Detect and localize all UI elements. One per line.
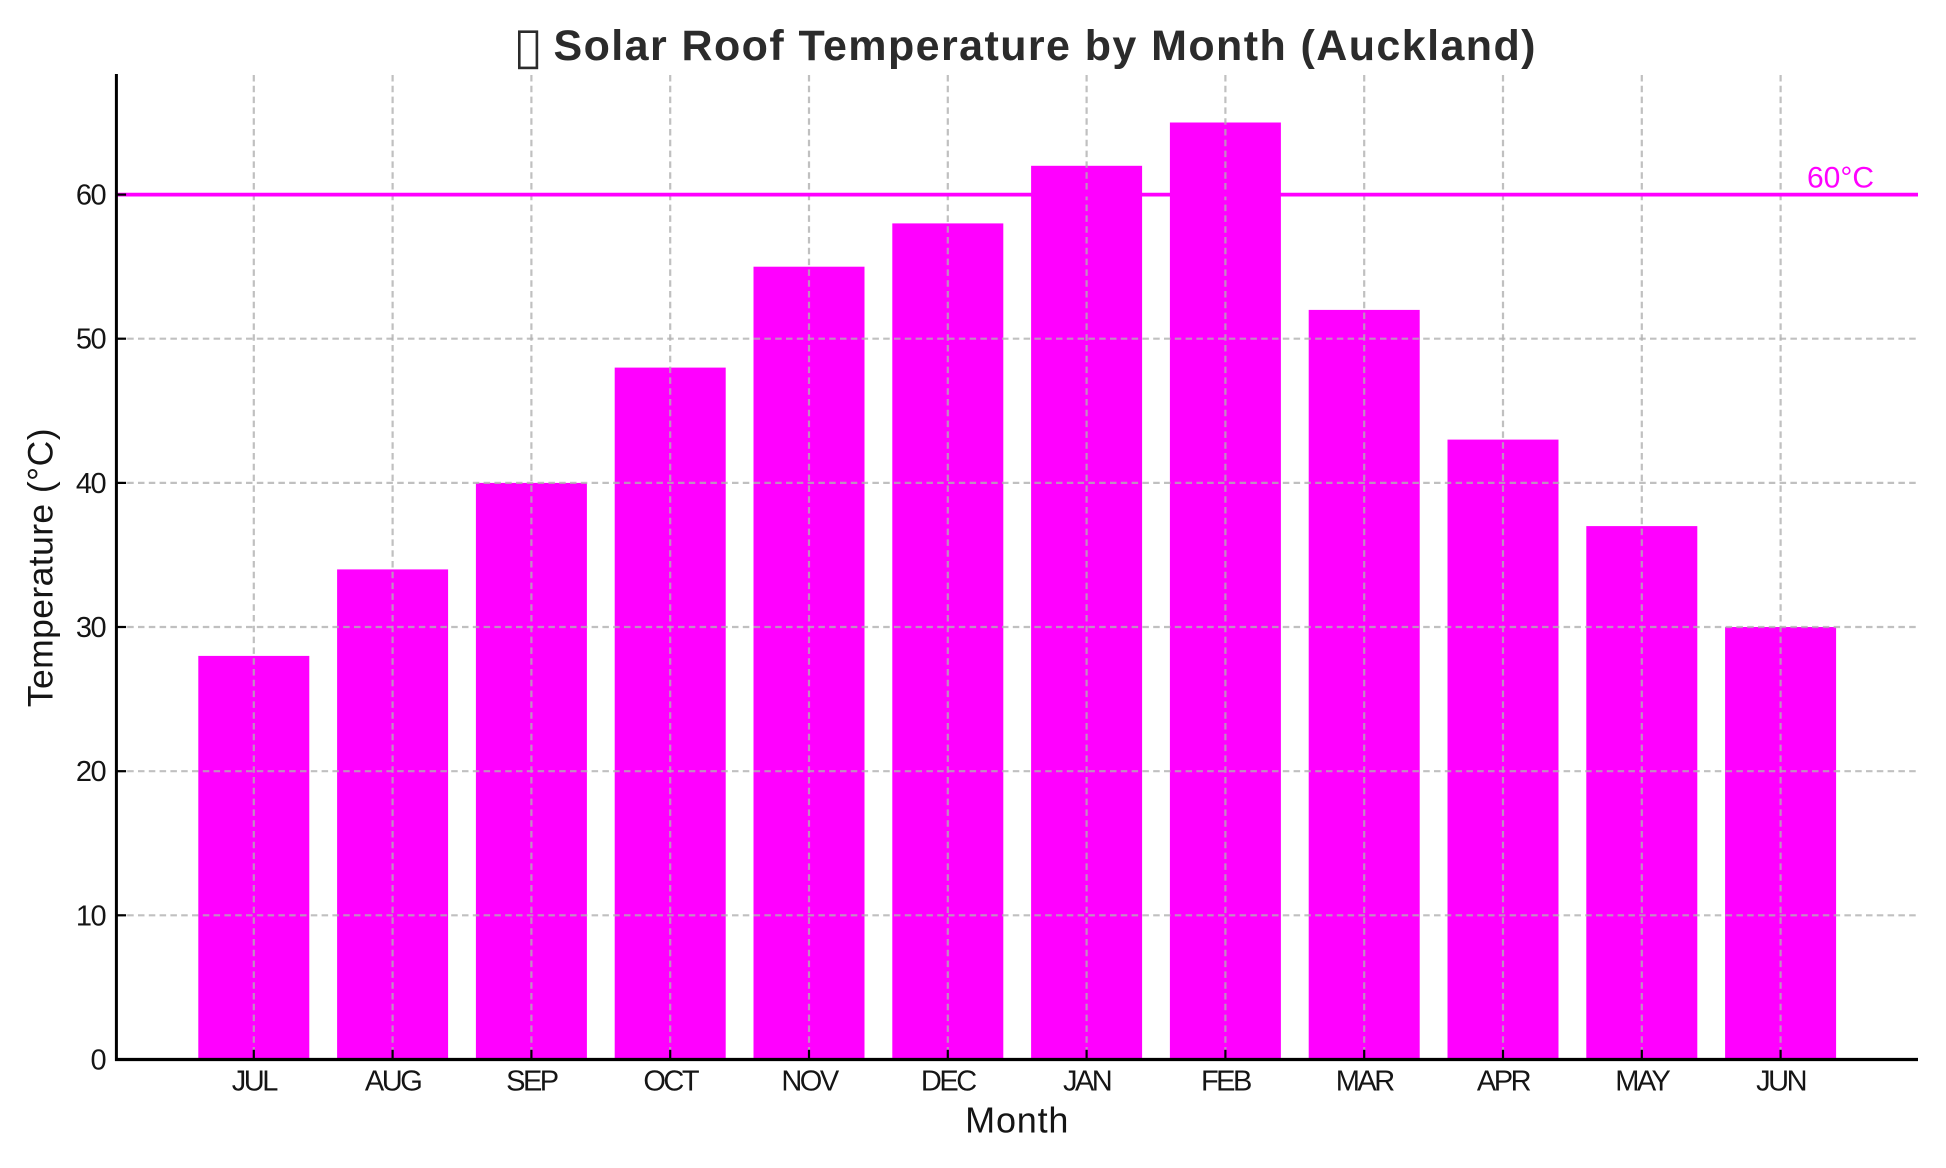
svg-text:Month: Month — [965, 1099, 1069, 1140]
svg-text:0: 0 — [91, 1045, 106, 1077]
svg-text:50: 50 — [76, 324, 106, 356]
svg-text:FEB: FEB — [1201, 1065, 1251, 1097]
svg-text:10: 10 — [76, 900, 106, 932]
svg-text:40: 40 — [76, 468, 106, 500]
svg-text:20: 20 — [76, 756, 106, 788]
svg-text:AUG: AUG — [365, 1065, 421, 1097]
svg-text:MAY: MAY — [1615, 1065, 1670, 1097]
svg-text:60: 60 — [76, 180, 106, 212]
svg-text:SEP: SEP — [506, 1065, 558, 1097]
svg-text:OCT: OCT — [643, 1065, 700, 1097]
svg-text:30: 30 — [76, 612, 106, 644]
svg-text:MAR: MAR — [1336, 1065, 1395, 1097]
svg-text:60°C: 60°C — [1807, 162, 1874, 195]
svg-text:JUL: JUL — [232, 1065, 278, 1097]
svg-text:Solar Roof Temperature by Mont: Solar Roof Temperature by Month (Aucklan… — [554, 22, 1537, 70]
svg-text:Temperature (°C): Temperature (°C) — [21, 428, 61, 707]
svg-text:JUN: JUN — [1756, 1065, 1805, 1097]
svg-text:DEC: DEC — [921, 1065, 976, 1097]
svg-text:APR: APR — [1477, 1065, 1531, 1097]
svg-text:JAN: JAN — [1063, 1065, 1111, 1097]
svg-text:NOV: NOV — [781, 1065, 840, 1097]
